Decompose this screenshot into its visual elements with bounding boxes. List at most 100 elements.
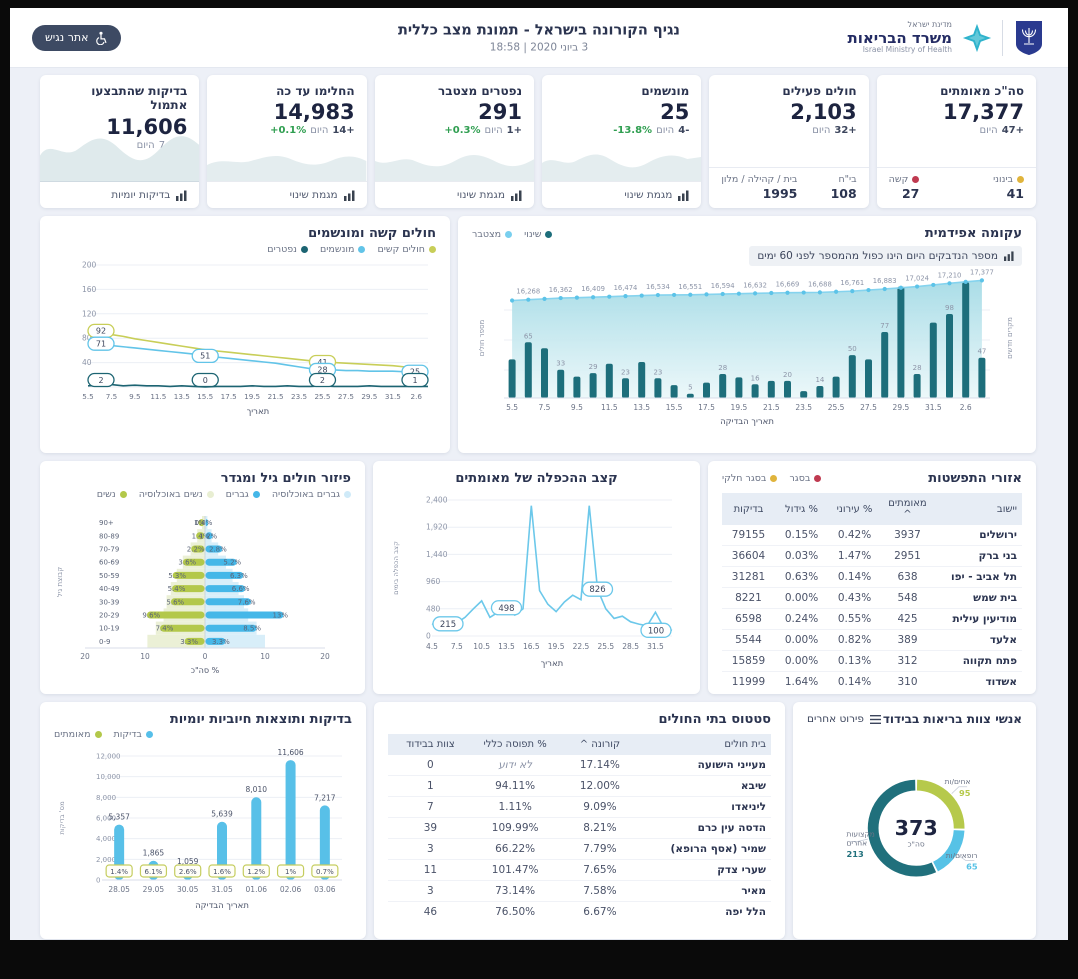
kpi-trend-toggle[interactable]: מגמת שינוי — [542, 181, 702, 208]
svg-text:תאריך הבדיקה: תאריך הבדיקה — [195, 901, 249, 911]
table-row[interactable]: מעייני הישועה 17.14% לא ידוע 0 — [388, 755, 771, 776]
svg-text:16,362: 16,362 — [549, 286, 573, 294]
kpi-trend-toggle[interactable]: בדיקות יומיות — [40, 181, 200, 208]
lockdown-dot-icon — [814, 475, 822, 482]
legend-item[interactable]: נשים — [97, 489, 127, 500]
table-row[interactable]: מאיר 7.58% 73.14% 3 — [388, 880, 771, 902]
svg-text:03.06: 03.06 — [314, 885, 336, 894]
svg-text:3.3%: 3.3% — [180, 638, 198, 646]
row-value: 310 — [897, 676, 918, 688]
age-gender-pyramid-chart[interactable]: 0.4%1% +90 1.2%1.4% 80-89 2.8% 2.2% 70-79 5.2% 3… — [53, 500, 351, 678]
svg-text:5.6%: 5.6% — [166, 598, 184, 606]
legend-item[interactable]: מונשמים — [320, 244, 366, 255]
trend-wave — [207, 155, 367, 181]
table-row[interactable]: בני ברק 2951 1.47% 0.03% 36604 — [722, 545, 1022, 567]
svg-text:מקרים חדשים: מקרים חדשים — [1006, 317, 1014, 359]
panel-severe-ventilated: חולים קשה ומונשמים חולים קשים מונשמים נפ… — [40, 216, 450, 453]
row-value: 0.82% — [828, 629, 881, 651]
svg-text:13.5: 13.5 — [174, 392, 190, 401]
panel-title: חולים קשה ומונשמים — [308, 226, 436, 241]
column-header[interactable]: בית חולים — [642, 734, 771, 755]
legend-item[interactable]: מאומתים — [54, 729, 102, 740]
legend-dot-icon — [119, 491, 127, 498]
column-header[interactable]: % עירוני — [828, 493, 881, 525]
svg-text:2.6: 2.6 — [960, 403, 972, 412]
column-header[interactable]: קורונה ^ — [557, 734, 643, 755]
kpi-title: נפטרים מצטבר — [438, 84, 523, 98]
table-row[interactable]: הלל יפה 6.67% 76.50% 46 — [388, 902, 771, 923]
svg-text:80-89: 80-89 — [99, 532, 119, 540]
legend-item[interactable]: גברים — [226, 489, 260, 500]
legend-item[interactable]: נשים באוכלוסיה — [139, 489, 214, 500]
table-row[interactable]: אלעד 389 0.82% 0.00% 5544 — [722, 629, 1022, 651]
column-header[interactable]: % גידול — [775, 493, 828, 525]
svg-text:אחים/ות: אחים/ות — [945, 777, 971, 786]
svg-text:10,000: 10,000 — [96, 773, 121, 781]
svg-text:28.5: 28.5 — [622, 642, 639, 651]
panel-doubling-rate: קצב ההכפלה של מאומתים 0 480 960 1,440 1,920 2… — [373, 461, 700, 694]
kpi-card-active-patients: חולים פעילים 2,103 +32 היום בי"ח 108 בית … — [709, 75, 869, 208]
svg-text:9.6%: 9.6% — [142, 612, 160, 620]
legend-item[interactable]: שינוי — [524, 229, 553, 240]
kpi-trend-toggle[interactable]: מגמת שינוי — [374, 181, 535, 208]
column-header[interactable]: יישוב — [934, 493, 1022, 525]
column-header[interactable]: בדיקות — [722, 493, 775, 525]
svg-text:23: 23 — [621, 368, 630, 376]
table-row[interactable]: תל אביב - יפו 638 0.14% 0.63% 31281 — [722, 566, 1022, 588]
row-value: 0.00% — [775, 650, 828, 672]
epidemic-chart[interactable]: 65 33 29 23 23 5 28 16 20 14 50 77 28 98 47 16,268 16,36… — [474, 266, 1022, 438]
table-row[interactable]: בית שמש 548 0.43% 0.00% 8221 — [722, 587, 1022, 609]
legend-dot-icon — [300, 246, 308, 253]
table-row[interactable]: פתח תקווה 312 0.13% 0.00% 15859 — [722, 650, 1022, 672]
row-value: 638 — [881, 566, 934, 588]
epidemic-note: מספר הנדבקים היום הינו כפול מהמספר לפני … — [749, 246, 1022, 266]
svg-text:2.8%: 2.8% — [209, 546, 227, 554]
svg-text:20: 20 — [783, 371, 792, 379]
table-row[interactable]: שיבא 12.00% 94.11% 1 — [388, 775, 771, 797]
legend-item[interactable]: חולים קשים — [377, 244, 436, 255]
row-value: 7.58% — [557, 880, 643, 902]
moh-star-icon — [962, 23, 992, 52]
svg-text:0.4%: 0.4% — [195, 519, 213, 527]
table-row[interactable]: ליניאדו 9.09% 1.11% 7 — [388, 796, 771, 818]
legend-item[interactable]: בדיקות — [114, 729, 153, 740]
svg-text:16,268: 16,268 — [516, 288, 540, 296]
kpi-trend-toggle[interactable]: מגמת שינוי — [207, 181, 367, 208]
svg-text:41: 41 — [317, 358, 327, 367]
panel-title: אזורי התפשטות — [928, 471, 1022, 486]
svg-text:6.1%: 6.1% — [145, 868, 163, 876]
column-header[interactable]: צוות בבידוד — [388, 734, 473, 755]
tests-legend: בדיקות מאומתים — [54, 729, 352, 740]
doubling-rate-chart[interactable]: 0 480 960 1,440 1,920 2,400 215 498 826 100 4.5 7.5… — [388, 486, 686, 682]
svg-text:21.5: 21.5 — [763, 403, 780, 412]
svg-text:160: 160 — [82, 285, 97, 294]
accessibility-button[interactable]: אתר נגיש — [32, 24, 122, 51]
legend-item[interactable]: נפטרים — [267, 244, 308, 255]
legend-item[interactable]: גברים באוכלוסיה — [272, 489, 351, 500]
column-header[interactable]: % תפוסה כללי — [472, 734, 558, 755]
table-row[interactable]: מודיעין עילית 425 0.55% 0.24% 6598 — [722, 608, 1022, 630]
table-row[interactable]: שערי צדק 7.65% 101.47% 11 — [388, 859, 771, 881]
row-label: ליניאדו — [642, 796, 771, 818]
column-header[interactable]: מאומתים ^ — [881, 493, 934, 525]
legend-item[interactable]: בסגר — [789, 473, 822, 484]
table-row[interactable]: שמיר (אסף הרופא) 7.79% 66.22% 3 — [388, 838, 771, 860]
svg-text:50-59: 50-59 — [99, 572, 119, 580]
svg-text:27.5: 27.5 — [338, 392, 354, 401]
table-row[interactable]: הדסה עין כרם 8.21% 109.99% 39 — [388, 817, 771, 839]
legend-item[interactable]: מצטבר — [472, 229, 513, 240]
legend-item[interactable]: בסגר חלקי — [722, 473, 778, 484]
table-row[interactable]: אשדוד 310 0.14% 1.64% 11999 — [722, 672, 1022, 693]
daily-tests-chart[interactable]: 0 2,000 4,000 6,000 8,000 10,000 12,000 5,357 1,… — [54, 740, 352, 922]
svg-text:17.5: 17.5 — [221, 392, 237, 401]
svg-text:95: 95 — [959, 788, 971, 798]
svg-text:480: 480 — [426, 604, 441, 613]
kpi-row: סה"כ מאומתים 17,377 +47 היום בינוני 41 קש… — [40, 75, 1036, 208]
other-details-button[interactable]: פירוט אחרים — [807, 713, 881, 725]
row-value: 9.09% — [557, 796, 643, 818]
svg-text:1: 1 — [412, 376, 417, 385]
table-row[interactable]: ירושלים 3937 0.42% 0.15% 79155 — [722, 525, 1022, 546]
row-label: שערי צדק — [642, 859, 771, 881]
